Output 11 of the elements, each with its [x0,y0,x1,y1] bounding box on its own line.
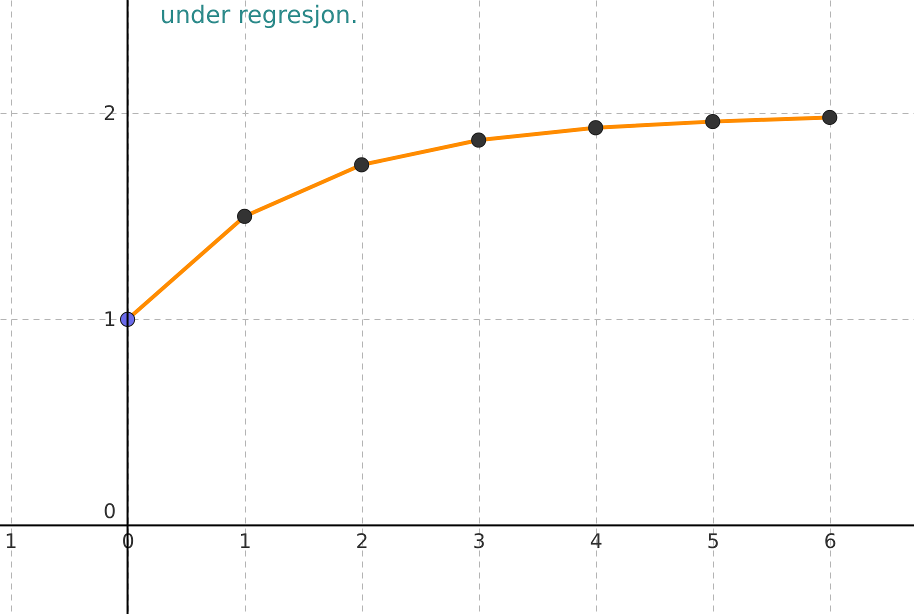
annotation: under regresjon. [160,1,358,29]
y-tick-label: 2 [103,100,116,125]
x-tick-label: 6 [824,528,837,553]
x-tick-label: 5 [706,528,720,553]
x-tick-label: 1 [238,528,252,553]
x-tick-label: 2 [356,528,368,553]
y-tick-label: 1 [103,306,116,331]
x-tick-label: 4 [590,528,603,553]
y-tick-label: 0 [103,498,116,523]
x-tick-label: 3 [472,528,486,553]
x-tick-label: 1 [4,528,18,553]
